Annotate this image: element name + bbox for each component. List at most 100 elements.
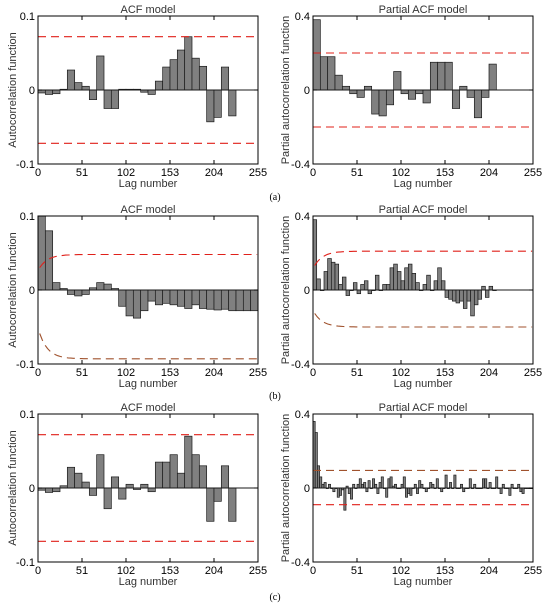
x-tick-label: 51	[351, 367, 363, 379]
bar-series	[312, 421, 534, 511]
bar	[220, 66, 230, 91]
x-tick-label: 102	[117, 565, 135, 577]
y-axis-title: Partial autocorrelation function	[280, 414, 292, 563]
bar	[488, 285, 494, 291]
bar	[330, 261, 336, 291]
bar	[162, 461, 171, 489]
bar	[125, 483, 134, 489]
y-tick-label: 0	[29, 285, 35, 297]
bar	[477, 289, 483, 300]
bar	[37, 215, 46, 291]
x-tick-label: 0	[35, 167, 41, 179]
bar	[385, 284, 391, 291]
y-axis-title: Autocorrelation function	[7, 32, 19, 148]
bar	[378, 89, 387, 117]
x-tick-label: 51	[76, 565, 88, 577]
bar	[440, 280, 446, 291]
bar	[374, 274, 380, 291]
bar	[198, 289, 208, 309]
bar	[356, 89, 365, 98]
y-axis-title: Autocorrelation function	[7, 232, 19, 348]
panel-label: (c)	[269, 592, 280, 603]
panel-label: (a)	[269, 192, 280, 203]
x-tick-label: 204	[480, 565, 498, 577]
bar	[510, 483, 514, 489]
x-tick-label: 102	[117, 367, 135, 379]
x-tick-label: 204	[480, 367, 498, 379]
x-tick-label: 51	[76, 367, 88, 379]
bar	[228, 289, 237, 312]
bar	[481, 89, 490, 98]
bar	[501, 483, 505, 489]
chart-title: Partial ACF model	[379, 204, 468, 216]
x-tick-label: 204	[205, 367, 223, 379]
bar	[420, 483, 424, 489]
x-tick-label: 102	[117, 167, 135, 179]
bar	[319, 56, 329, 91]
bar	[429, 61, 439, 91]
bar	[341, 276, 347, 291]
bar	[433, 280, 439, 291]
x-tick-label: 102	[392, 367, 410, 379]
x-tick-label: 51	[351, 565, 363, 577]
x-tick-label: 255	[249, 367, 267, 379]
bar	[435, 478, 439, 489]
bar-series	[312, 219, 497, 317]
y-axis-title: Partial autocorrelation function	[280, 216, 292, 365]
x-tick-label: 0	[310, 167, 316, 179]
bar	[345, 289, 351, 296]
bar	[81, 85, 90, 91]
bar	[413, 483, 417, 489]
bar	[470, 289, 475, 317]
bar	[213, 289, 222, 311]
x-tick-label: 0	[35, 565, 41, 577]
bar	[367, 480, 371, 489]
bar	[426, 274, 431, 291]
bar-series	[37, 435, 237, 522]
bar	[338, 284, 343, 291]
bar	[154, 289, 164, 306]
x-axis-title: Lag number	[394, 178, 453, 190]
bar	[352, 282, 358, 291]
x-tick-label: 255	[524, 167, 542, 179]
bar	[191, 289, 200, 306]
bar	[360, 284, 365, 291]
x-tick-label: 102	[392, 167, 410, 179]
bar	[328, 483, 331, 489]
bar	[66, 466, 76, 489]
bar	[407, 89, 417, 100]
bar	[393, 263, 398, 291]
bar	[103, 283, 112, 291]
bar	[125, 289, 134, 317]
y-axis-title: Autocorrelation function	[7, 430, 19, 546]
bar	[198, 465, 208, 489]
x-tick-label: 255	[524, 565, 542, 577]
bar	[312, 219, 318, 291]
y-tick-label: -0.1	[16, 359, 35, 371]
bar	[473, 289, 479, 306]
bar	[444, 289, 450, 298]
chart-title: ACF model	[120, 204, 175, 216]
bar	[132, 289, 142, 319]
bar	[327, 258, 332, 291]
bar	[118, 289, 127, 307]
bar	[103, 89, 112, 109]
bar	[206, 289, 215, 310]
bar	[206, 487, 215, 522]
bar	[416, 487, 419, 494]
upper-confidence-bound	[39, 253, 258, 268]
bar	[191, 454, 200, 489]
bar	[88, 89, 98, 100]
x-axis-title: Lag number	[119, 178, 178, 190]
bar	[154, 461, 164, 489]
bar	[184, 435, 193, 489]
bar	[169, 59, 178, 91]
bar	[327, 56, 336, 91]
chart-title: ACF model	[120, 4, 175, 16]
bar	[140, 289, 149, 312]
bar	[444, 61, 453, 91]
